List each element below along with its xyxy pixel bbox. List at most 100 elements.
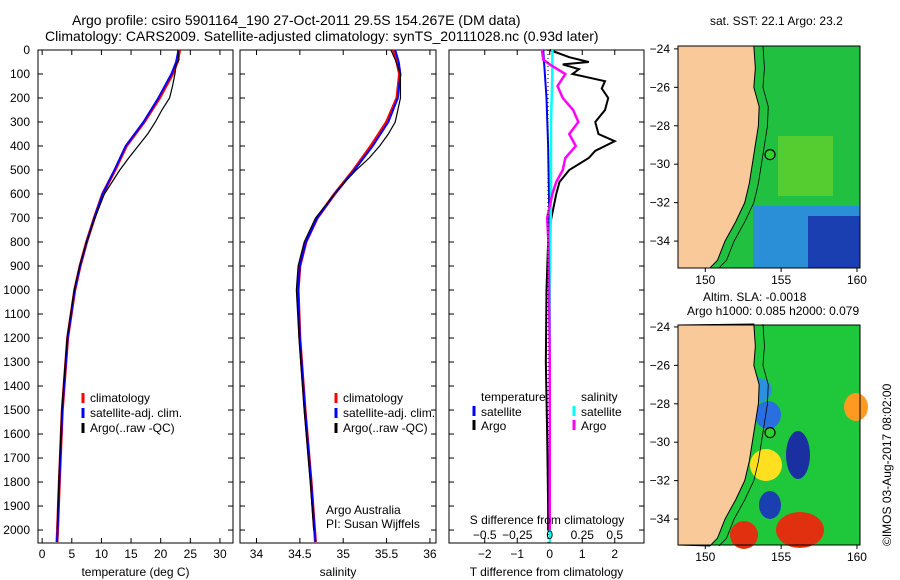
x-axis-label: temperature (deg C)	[81, 565, 189, 579]
y-tick-label: 100	[10, 67, 30, 81]
y-tick-label: 1600	[3, 427, 30, 441]
legend-label: satellite	[481, 405, 522, 419]
x2-tick-label: −0.5	[473, 528, 497, 542]
x-tick-label: 25	[184, 547, 198, 561]
sla-eddy	[730, 521, 758, 549]
map-x-tick-label: 160	[847, 550, 867, 564]
map-y-tick-label: −30	[650, 435, 671, 449]
x-tick-label: 35	[337, 547, 351, 561]
legend-label: Argo	[581, 419, 607, 433]
title-line-2: Climatology: CARS2009. Satellite-adjuste…	[45, 28, 599, 44]
x-tick-label: 0	[39, 547, 46, 561]
series-line-sal-0	[296, 49, 402, 543]
x-tick-label: 36	[423, 547, 437, 561]
y-tick-label: 400	[10, 139, 30, 153]
annotation-text: PI: Susan Wijffels	[326, 517, 420, 531]
legend-label: satellite-adj. clim.	[90, 406, 182, 420]
y-tick-label: 1800	[3, 475, 30, 489]
map-x-tick-label: 155	[771, 550, 791, 564]
map-y-tick-label: −26	[650, 80, 671, 94]
x-tick-label: −1	[510, 547, 524, 561]
x-tick-label: −2	[478, 547, 492, 561]
y-tick-label: 900	[10, 259, 30, 273]
map-y-tick-label: −26	[650, 358, 671, 372]
y-tick-label: 600	[10, 187, 30, 201]
y-tick-label: 500	[10, 163, 30, 177]
map2-title-2: Argo h1000: 0.085 h2000: 0.079	[687, 304, 860, 318]
x2-tick-label: 0.5	[606, 528, 623, 542]
map-frame	[677, 324, 861, 546]
map-y-tick-label: −28	[650, 119, 671, 133]
title-line-1: Argo profile: csiro 5901164_190 27-Oct-2…	[72, 12, 521, 28]
y-tick-label: 200	[10, 91, 30, 105]
panel-frame-diff	[448, 49, 645, 544]
y-tick-label: 1500	[3, 403, 30, 417]
series-line-diff-1	[544, 49, 618, 531]
legend-label: Argo(..raw -QC)	[90, 421, 175, 435]
y-tick-label: 1200	[3, 331, 30, 345]
x2-axis-label: S difference from climatology	[470, 513, 625, 527]
series-line-temp-0	[55, 49, 182, 543]
map-x-tick-label: 155	[771, 273, 791, 287]
x-tick-label: 0	[546, 547, 553, 561]
sla-eddy	[759, 491, 781, 519]
legend-label: climatology	[343, 391, 403, 405]
legend-heading-temperature: temperature	[481, 390, 546, 404]
x2-tick-label: −0.25	[502, 528, 533, 542]
x-axis-label: salinity	[320, 565, 357, 579]
cold-water-patch	[808, 216, 860, 268]
legend-heading-salinity: salinity	[581, 390, 618, 404]
sla-eddy	[844, 393, 868, 421]
isobath-line	[718, 45, 769, 269]
y-tick-label: 1900	[3, 499, 30, 513]
x-tick-label: 15	[124, 547, 138, 561]
legend-label: Argo	[481, 419, 507, 433]
map-y-tick-label: −32	[650, 474, 671, 488]
x-tick-label: 34.5	[288, 547, 312, 561]
sla-eddy	[776, 512, 824, 548]
legend-label: satellite	[581, 405, 622, 419]
y-tick-label: 1100	[4, 307, 30, 321]
y-tick-label: 2000	[3, 523, 30, 537]
x-tick-label: 5	[68, 547, 75, 561]
x-tick-label: 1	[579, 547, 586, 561]
map-x-tick-label: 150	[695, 273, 715, 287]
x-tick-label: 30	[213, 547, 227, 561]
map2-title-1: Altim. SLA: -0.0018	[703, 290, 807, 304]
x-tick-label: 35.5	[375, 547, 399, 561]
map-y-tick-label: −28	[650, 397, 671, 411]
sla-eddy	[786, 431, 810, 479]
map-2	[677, 323, 868, 549]
map-y-tick-label: −32	[650, 196, 671, 210]
y-tick-label: 700	[10, 211, 30, 225]
y-tick-label: 0	[23, 43, 30, 57]
y-tick-label: 800	[10, 235, 30, 249]
isobath-line	[718, 324, 769, 547]
map-y-tick-label: −34	[650, 512, 671, 526]
map-y-tick-label: −30	[650, 157, 671, 171]
y-tick-label: 1300	[3, 355, 30, 369]
map-y-tick-label: −34	[650, 234, 671, 248]
sla-eddy	[750, 449, 782, 481]
annotation-text: Argo Australia	[326, 503, 401, 517]
map1-title: sat. SST: 22.1 Argo: 23.2	[710, 14, 843, 28]
map-1	[677, 45, 861, 269]
panel-frame-sal	[239, 49, 437, 544]
argo-position-marker	[764, 148, 776, 161]
map-x-tick-label: 160	[847, 273, 867, 287]
x-tick-label: 20	[154, 547, 168, 561]
x2-tick-label: 0.25	[571, 528, 595, 542]
series-line-sal-1	[297, 49, 402, 543]
argo-position-marker	[764, 426, 776, 439]
y-tick-label: 1700	[3, 451, 30, 465]
sla-eddy	[755, 401, 781, 429]
series-line-sal-2	[295, 49, 402, 531]
credit-text: ©IMOS 03-Aug-2017 08:02:00	[880, 383, 894, 546]
legend-label: Argo(..raw -QC)	[343, 421, 428, 435]
panel-frame-temp	[37, 49, 234, 544]
x2-tick-label: 0	[546, 528, 553, 542]
warm-patch	[778, 136, 833, 196]
map-y-tick-label: −24	[650, 320, 671, 334]
